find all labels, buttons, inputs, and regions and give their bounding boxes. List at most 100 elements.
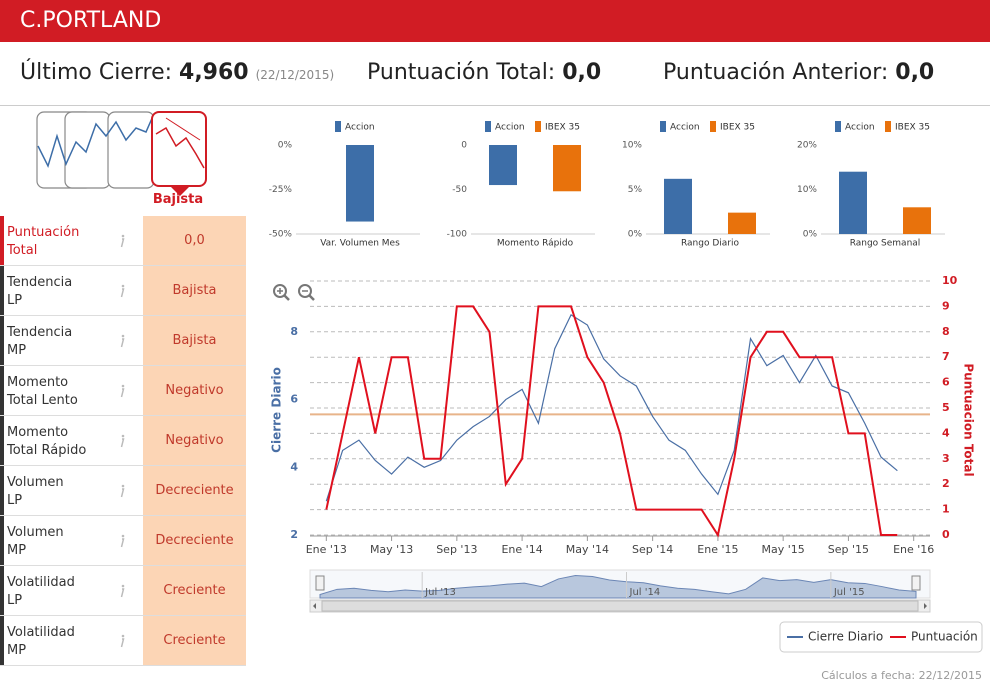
header: C.PORTLAND: [0, 0, 990, 42]
zoom-out[interactable]: [298, 284, 315, 301]
navigator-label: Jul '15: [833, 587, 865, 598]
info-icon[interactable]: [118, 434, 126, 448]
y2-tick-label: 0: [942, 528, 950, 541]
value: 0,0: [562, 60, 602, 85]
x-tick-label: Ene '14: [501, 543, 542, 556]
name-line: LP: [7, 493, 23, 508]
bar: [489, 145, 517, 186]
category-label: Var. Volumen Mes: [320, 239, 400, 249]
info-icon[interactable]: [118, 584, 126, 598]
category-label: Rango Semanal: [850, 239, 921, 249]
y2-axis-title: Puntuacion Total: [962, 363, 976, 476]
y-tick-label: 0%: [803, 230, 818, 240]
indicator-name: Volatilidad LP: [0, 566, 143, 615]
name-line: Momento: [7, 375, 69, 390]
indicator-value: Decreciente: [143, 516, 246, 565]
zoom-in[interactable]: [273, 284, 290, 301]
y2-tick-label: 3: [942, 452, 950, 465]
y-tick-label: 6: [290, 393, 298, 406]
indicator-name: Tendencia LP: [0, 266, 143, 315]
series-line: [325, 314, 898, 502]
name-line: Total Rápido: [7, 443, 87, 458]
name-line: Tendencia: [7, 325, 73, 340]
y-tick-label: -50: [452, 185, 467, 195]
legend-swatch: [335, 121, 341, 132]
y-tick-label: 4: [290, 460, 298, 473]
legend-label: IBEX 35: [545, 123, 580, 133]
legend-label: Cierre Diario: [808, 630, 883, 644]
value: 4,960: [179, 60, 249, 85]
navigator-label: Jul '13: [424, 587, 456, 598]
y-tick-label: 10%: [797, 185, 817, 195]
y2-tick-label: 1: [942, 503, 950, 516]
bar: [346, 145, 374, 222]
series-line: [325, 305, 898, 538]
x-tick-label: Ene '15: [697, 543, 738, 556]
y2-tick-label: 7: [942, 350, 950, 363]
legend-swatch: [660, 121, 666, 132]
y-tick-label: 0%: [278, 141, 293, 151]
y2-tick-label: 8: [942, 325, 950, 338]
navigator-label: Jul '14: [629, 587, 661, 598]
date: (22/12/2015): [255, 68, 335, 82]
legend-label: IBEX 35: [895, 123, 930, 133]
indicator-row: Volumen MP Decreciente: [0, 516, 246, 566]
indicator-value: Creciente: [143, 616, 246, 665]
indicator-name: Volumen LP: [0, 466, 143, 515]
legend-swatch: [885, 121, 891, 132]
legend-label: Puntuación: [911, 630, 978, 644]
y2-tick-label: 4: [942, 426, 950, 439]
name-line: Total Lento: [7, 393, 78, 408]
legend-swatch: [710, 121, 716, 132]
indicator-row: Momento Total Rápido Negativo: [0, 416, 246, 466]
footer: Cálculos a fecha: 22/12/2015: [821, 669, 982, 682]
info-icon[interactable]: [118, 384, 126, 398]
legend-label: Accion: [495, 123, 525, 133]
info-icon[interactable]: [118, 334, 126, 348]
y-axis-title: Cierre Diario: [270, 367, 284, 453]
indicator-name: Volumen MP: [0, 516, 143, 565]
bar: [664, 178, 692, 234]
bar: [839, 171, 867, 234]
indicator-row: Puntuación Total 0,0: [0, 216, 246, 266]
y2-tick-label: 10: [942, 274, 958, 287]
indicator-name: Momento Total Rápido: [0, 416, 143, 465]
x-tick-label: Ene '16: [893, 543, 934, 556]
previous-score: Puntuación Anterior: 0,0: [663, 60, 934, 85]
legend-label: Accion: [670, 123, 700, 133]
trend-label: Bajista: [153, 192, 203, 207]
indicator-value: Negativo: [143, 366, 246, 415]
value: 0,0: [895, 60, 935, 85]
x-tick-label: May '14: [566, 543, 609, 556]
label: Puntuación Anterior:: [663, 60, 889, 85]
scroll-thumb[interactable]: [321, 600, 919, 612]
indicator-row: Momento Total Lento Negativo: [0, 366, 246, 416]
info-icon[interactable]: [118, 634, 126, 648]
legend-label: Accion: [345, 123, 375, 133]
indicator-row: Tendencia LP Bajista: [0, 266, 246, 316]
info-icon[interactable]: [118, 284, 126, 298]
navigator-handle[interactable]: [911, 575, 921, 591]
title: C.PORTLAND: [20, 8, 162, 33]
legend-box: [779, 621, 983, 653]
info-icon[interactable]: [118, 534, 126, 548]
indicator-row: Volatilidad LP Creciente: [0, 566, 246, 616]
info-icon[interactable]: [118, 484, 126, 498]
charts: 0% -25% -50% Accion Var. Volumen Mes 0 -50 -100…: [269, 121, 983, 653]
indicator-value: Bajista: [143, 316, 246, 365]
indicator-name: Volatilidad MP: [0, 616, 143, 665]
x-tick-label: Sep '13: [436, 543, 477, 556]
y-tick-label: -50%: [269, 230, 293, 240]
name-line: Volatilidad: [7, 575, 75, 590]
x-tick-label: Sep '14: [632, 543, 673, 556]
y-tick-label: 0%: [628, 230, 643, 240]
indicator-row: Tendencia MP Bajista: [0, 316, 246, 366]
name-line: Volatilidad: [7, 625, 75, 640]
category-label: Rango Diario: [681, 239, 740, 249]
info-icon[interactable]: [118, 234, 126, 248]
navigator-handle[interactable]: [315, 575, 325, 591]
name-line: MP: [7, 543, 27, 558]
indicator-name: Momento Total Lento: [0, 366, 143, 415]
indicator-value: Bajista: [143, 266, 246, 315]
